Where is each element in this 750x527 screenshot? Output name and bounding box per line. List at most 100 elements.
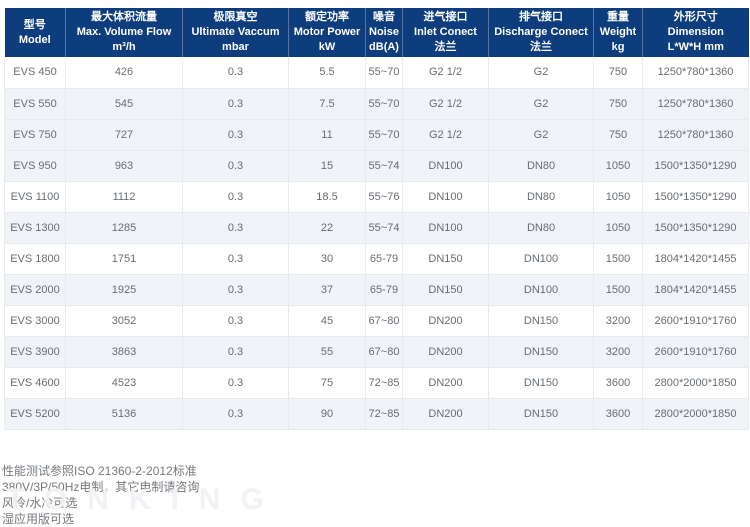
spec-cell: 1250*780*1360 — [642, 119, 749, 151]
table-row: EVS 550 545 0.3 7.5 55~70 G2 1/2 G2 750 1250*780… — [4, 88, 749, 120]
table-row: EVS 1300 1285 0.3 22 55~74 DN100 DN80 1050 1500*… — [4, 212, 749, 244]
spec-cell: 37 — [288, 274, 366, 306]
spec-cell: 1751 — [65, 243, 183, 275]
table-body: EVS 450 426 0.3 5.5 55~70 G2 1/2 G2 750 1250*780… — [4, 57, 749, 430]
model-cell: EVS 2000 — [4, 274, 66, 306]
spec-cell: 67~80 — [365, 305, 403, 337]
spec-cell: G2 — [488, 88, 594, 120]
spec-cell: 0.3 — [182, 212, 289, 244]
spec-cell: 0.3 — [182, 119, 289, 151]
table-row: EVS 1100 1112 0.3 18.5 55~76 DN100 DN80 1050 150… — [4, 181, 749, 213]
column-header-line: L*W*H mm — [667, 41, 724, 53]
column-header-5: 噪音 Noise dB(A) — [365, 8, 403, 57]
spec-cell: 65-79 — [365, 274, 403, 306]
spec-cell: 3600 — [593, 398, 643, 430]
spec-cell: 67~80 — [365, 336, 403, 368]
column-header-line: 型号 — [23, 18, 46, 31]
table-row: EVS 2000 1925 0.3 37 65-79 DN150 DN100 1500 1804… — [4, 274, 749, 306]
spec-cell: 750 — [593, 88, 643, 120]
column-header-line: dB(A) — [369, 41, 399, 53]
spec-cell: 55~76 — [365, 181, 403, 213]
spec-cell: 3200 — [593, 336, 643, 368]
spec-cell: DN100 — [488, 243, 594, 275]
spec-cell: 0.3 — [182, 305, 289, 337]
column-header-line: kg — [611, 41, 625, 53]
column-header-6: 进气接口 Inlet Conect 法兰 — [402, 8, 489, 57]
spec-cell: DN150 — [488, 398, 594, 430]
footnote-line: 湿应用版可选 — [2, 512, 75, 526]
spec-cell: 1250*780*1360 — [642, 88, 749, 120]
column-header-8: 重量 Weight kg — [593, 8, 643, 57]
spec-cell: DN200 — [402, 367, 489, 399]
spec-cell: 1250*780*1360 — [642, 57, 749, 89]
spec-cell: 727 — [65, 119, 183, 151]
spec-cell: 3200 — [593, 305, 643, 337]
spec-cell: 0.3 — [182, 398, 289, 430]
model-cell: EVS 3900 — [4, 336, 66, 368]
spec-cell: DN100 — [488, 274, 594, 306]
spec-cell: 90 — [288, 398, 366, 430]
column-header-line: Weight — [599, 26, 637, 38]
spec-cell: 1500*1350*1290 — [642, 212, 749, 244]
model-cell: EVS 750 — [4, 119, 66, 151]
footnote-line: 风冷/水冷可选 — [2, 496, 78, 510]
spec-cell: 2800*2000*1850 — [642, 367, 749, 399]
table-row: EVS 450 426 0.3 5.5 55~70 G2 1/2 G2 750 1250*780… — [4, 57, 749, 89]
spec-table: 型号 Model 最大体积流量 Max. Volume Flow m³/h 极限真空 Ult… — [4, 8, 749, 430]
model-cell: EVS 1300 — [4, 212, 66, 244]
spec-cell: DN100 — [402, 212, 489, 244]
spec-cell: 0.3 — [182, 274, 289, 306]
spec-cell: 1804*1420*1455 — [642, 274, 749, 306]
spec-cell: G2 1/2 — [402, 119, 489, 151]
spec-cell: 545 — [65, 88, 183, 120]
column-header-line: Max. Volume Flow — [76, 26, 172, 38]
spec-cell: 0.3 — [182, 181, 289, 213]
spec-cell: 55 — [288, 336, 366, 368]
spec-cell: G2 — [488, 119, 594, 151]
spec-cell: 55~74 — [365, 150, 403, 182]
model-cell: EVS 550 — [4, 88, 66, 120]
spec-cell: 22 — [288, 212, 366, 244]
spec-cell: DN80 — [488, 150, 594, 182]
spec-cell: 2800*2000*1850 — [642, 398, 749, 430]
model-cell: EVS 1800 — [4, 243, 66, 275]
spec-cell: 1050 — [593, 150, 643, 182]
spec-cell: 45 — [288, 305, 366, 337]
column-header-line: 噪音 — [373, 11, 395, 23]
spec-cell: 1050 — [593, 212, 643, 244]
spec-cell: 750 — [593, 57, 643, 89]
column-header-line: 排气接口 — [519, 11, 563, 23]
spec-cell: 65-79 — [365, 243, 403, 275]
spec-cell: 750 — [593, 119, 643, 151]
spec-cell: 75 — [288, 367, 366, 399]
spec-cell: 1500 — [593, 274, 643, 306]
model-cell: EVS 5200 — [4, 398, 66, 430]
spec-cell: 1925 — [65, 274, 183, 306]
model-cell: EVS 3000 — [4, 305, 66, 337]
spec-cell: 5136 — [65, 398, 183, 430]
column-header-1: 型号 Model — [4, 8, 66, 57]
column-header-line: 外形尺寸 — [673, 11, 718, 23]
spec-cell: DN200 — [402, 305, 489, 337]
table-row: EVS 3000 3052 0.3 45 67~80 DN200 DN150 3200 2600… — [4, 305, 749, 337]
spec-cell: 55~70 — [365, 119, 403, 151]
table-row: EVS 950 963 0.3 15 55~74 DN100 DN80 1050 1500*13… — [4, 150, 749, 182]
spec-cell: 426 — [65, 57, 183, 89]
spec-cell: G2 1/2 — [402, 57, 489, 89]
spec-cell: 72~85 — [365, 367, 403, 399]
spec-cell: DN200 — [402, 336, 489, 368]
column-header-line: mbar — [222, 41, 249, 53]
spec-cell: DN150 — [402, 274, 489, 306]
spec-cell: 1500 — [593, 243, 643, 275]
column-header-line: 极限真空 — [213, 11, 258, 23]
spec-cell: 4523 — [65, 367, 183, 399]
model-cell: EVS 450 — [4, 57, 66, 89]
spec-cell: 2600*1910*1760 — [642, 305, 749, 337]
spec-cell: 3052 — [65, 305, 183, 337]
spec-cell: 15 — [288, 150, 366, 182]
footnote-line: 380V/3P/50Hz电制，其它电制请咨询 — [2, 480, 200, 494]
column-header-line: Ultimate Vaccum — [191, 26, 280, 38]
spec-cell: 2600*1910*1760 — [642, 336, 749, 368]
spec-cell: 55~70 — [365, 88, 403, 120]
spec-cell: DN150 — [402, 243, 489, 275]
